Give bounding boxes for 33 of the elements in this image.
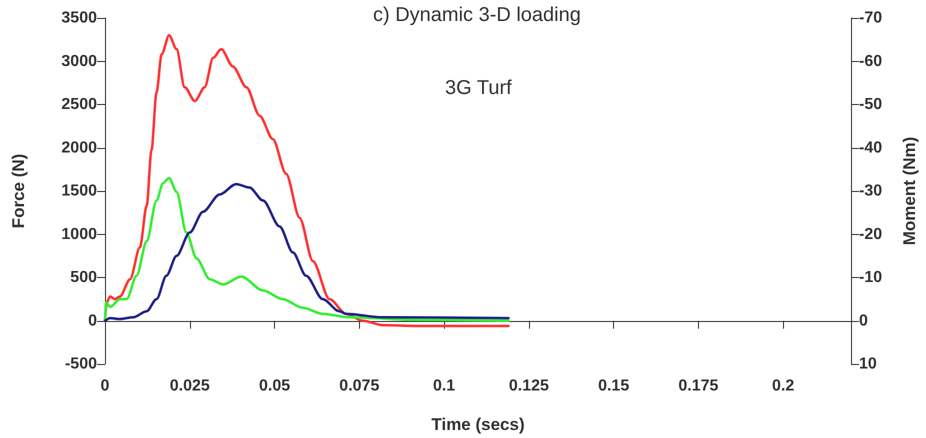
chart-title: c) Dynamic 3-D loading (373, 4, 581, 26)
x-tick-label: 0.2 (772, 378, 794, 394)
y2-tick-label: -60 (859, 52, 882, 70)
x-tick-label: 0.025 (170, 378, 210, 394)
x-tick-label: 0.075 (339, 378, 380, 394)
x-tick-label: 0.1 (432, 378, 456, 394)
x-tick-label: 0.05 (258, 378, 290, 394)
y2-tick-label: -20 (859, 226, 882, 243)
y2-tick-label: 0 (859, 312, 868, 330)
y-tick-label: 500 (70, 269, 98, 286)
y-tick-label: 1500 (61, 182, 98, 200)
y2-tick-label: -30 (859, 182, 882, 200)
line-series (104, 34, 510, 328)
y2-tick-label: -40 (859, 139, 882, 156)
y-tick-label: 3500 (61, 10, 98, 26)
y-tick-label: 3000 (61, 52, 98, 70)
y-tick-label: -500 (64, 356, 98, 372)
y2-tick-label: -70 (859, 10, 882, 26)
y-tick-label: 1000 (61, 226, 98, 243)
y-tick-label: 2000 (61, 139, 98, 156)
y2-tick-label: 10 (859, 356, 877, 372)
y-axis-title: Force (N) (9, 154, 28, 228)
y-tick-label: 2500 (61, 96, 98, 113)
y2-tick-label: -10 (859, 269, 882, 286)
y-tick-label: 0 (88, 312, 98, 330)
y2-tick-label: -50 (859, 96, 882, 113)
x-tick-label: 0 (100, 378, 110, 394)
x-tick-label: 0.125 (508, 378, 549, 394)
x-axis-title: Time (secs) (431, 415, 525, 434)
x-tick-label: 0.15 (598, 378, 630, 394)
x-tick-label: 0.175 (678, 378, 719, 394)
annotation: 3G Turf (445, 77, 512, 99)
y2-axis-title: Moment (Nm) (900, 136, 919, 246)
